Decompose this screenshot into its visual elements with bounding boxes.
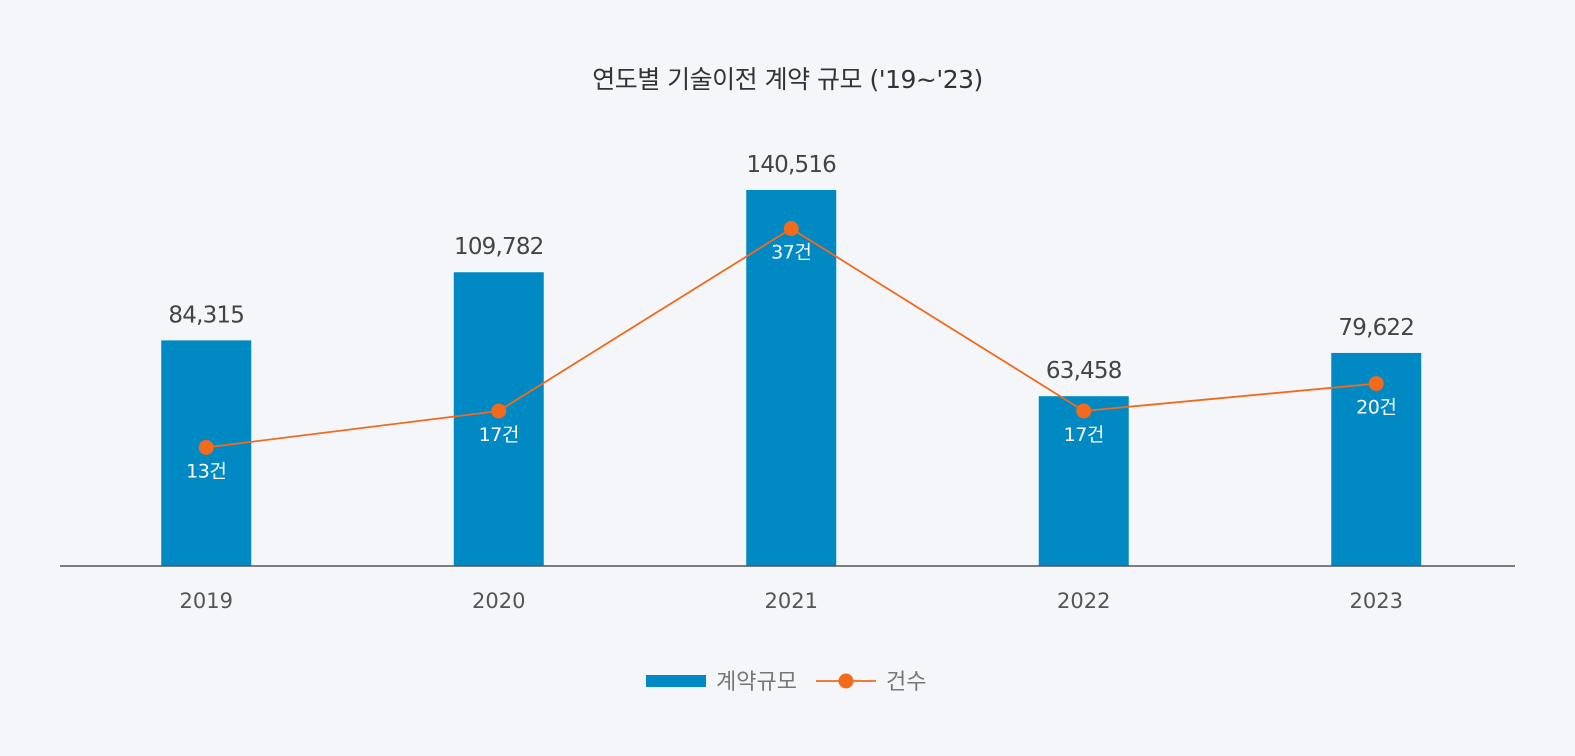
- legend-label-bar: 계약규모: [716, 670, 797, 695]
- count-point-2019: [198, 439, 214, 455]
- bar-value-label-2019: 84,315: [168, 302, 244, 328]
- count-label-2022: 17건: [1064, 424, 1104, 446]
- bar-2021: [746, 190, 837, 566]
- x-tick-label-2023: 2023: [1350, 589, 1403, 613]
- count-label-2023: 20건: [1356, 397, 1396, 419]
- bar-value-label-2022: 63,458: [1046, 358, 1122, 384]
- chart-title: 연도별 기술이전 계약 규모 ('19~'23): [592, 65, 983, 94]
- x-tick-label-2020: 2020: [472, 589, 525, 613]
- count-label-2021: 37건: [771, 242, 811, 264]
- count-point-2023: [1368, 376, 1384, 392]
- x-tick-label-2021: 2021: [765, 589, 818, 613]
- count-point-2020: [491, 403, 507, 419]
- bar-2022: [1038, 396, 1129, 566]
- bar-value-label-2020: 109,782: [454, 234, 544, 260]
- count-label-2019: 13건: [186, 460, 226, 482]
- count-point-2022: [1076, 403, 1092, 419]
- bar-value-label-2021: 140,516: [746, 152, 836, 178]
- bar-value-label-2023: 79,622: [1338, 315, 1414, 341]
- x-tick-label-2019: 2019: [180, 589, 233, 613]
- legend-swatch-bar: [646, 675, 706, 687]
- legend-swatch-point: [838, 673, 854, 689]
- count-point-2021: [783, 221, 799, 237]
- legend-label-line: 건수: [886, 670, 926, 695]
- count-label-2020: 17건: [479, 424, 519, 446]
- bar-2020: [453, 272, 544, 566]
- x-tick-label-2022: 2022: [1057, 589, 1110, 613]
